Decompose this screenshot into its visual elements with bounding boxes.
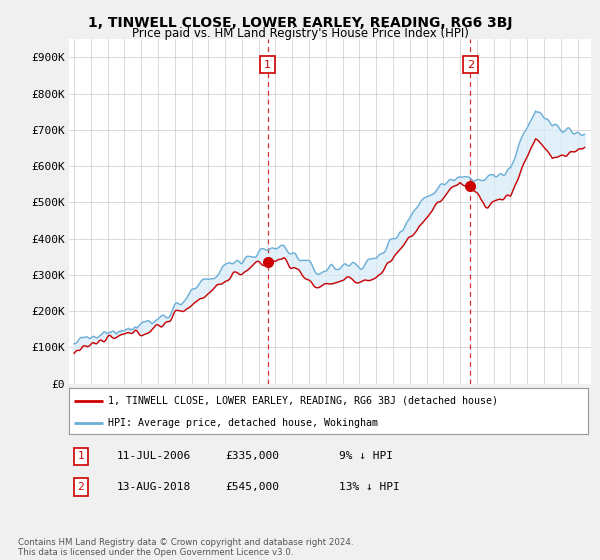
Text: £335,000: £335,000: [225, 451, 279, 461]
Text: 9% ↓ HPI: 9% ↓ HPI: [339, 451, 393, 461]
Text: 1, TINWELL CLOSE, LOWER EARLEY, READING, RG6 3BJ: 1, TINWELL CLOSE, LOWER EARLEY, READING,…: [88, 16, 512, 30]
Text: £545,000: £545,000: [225, 482, 279, 492]
Text: Contains HM Land Registry data © Crown copyright and database right 2024.
This d: Contains HM Land Registry data © Crown c…: [18, 538, 353, 557]
Text: 13% ↓ HPI: 13% ↓ HPI: [339, 482, 400, 492]
Text: 13-AUG-2018: 13-AUG-2018: [117, 482, 191, 492]
Text: 1: 1: [77, 451, 85, 461]
Text: 2: 2: [467, 59, 474, 69]
Text: 1, TINWELL CLOSE, LOWER EARLEY, READING, RG6 3BJ (detached house): 1, TINWELL CLOSE, LOWER EARLEY, READING,…: [108, 396, 498, 406]
Text: 11-JUL-2006: 11-JUL-2006: [117, 451, 191, 461]
Text: Price paid vs. HM Land Registry's House Price Index (HPI): Price paid vs. HM Land Registry's House …: [131, 27, 469, 40]
Text: 1: 1: [264, 59, 271, 69]
Text: HPI: Average price, detached house, Wokingham: HPI: Average price, detached house, Woki…: [108, 418, 378, 427]
Text: 2: 2: [77, 482, 85, 492]
